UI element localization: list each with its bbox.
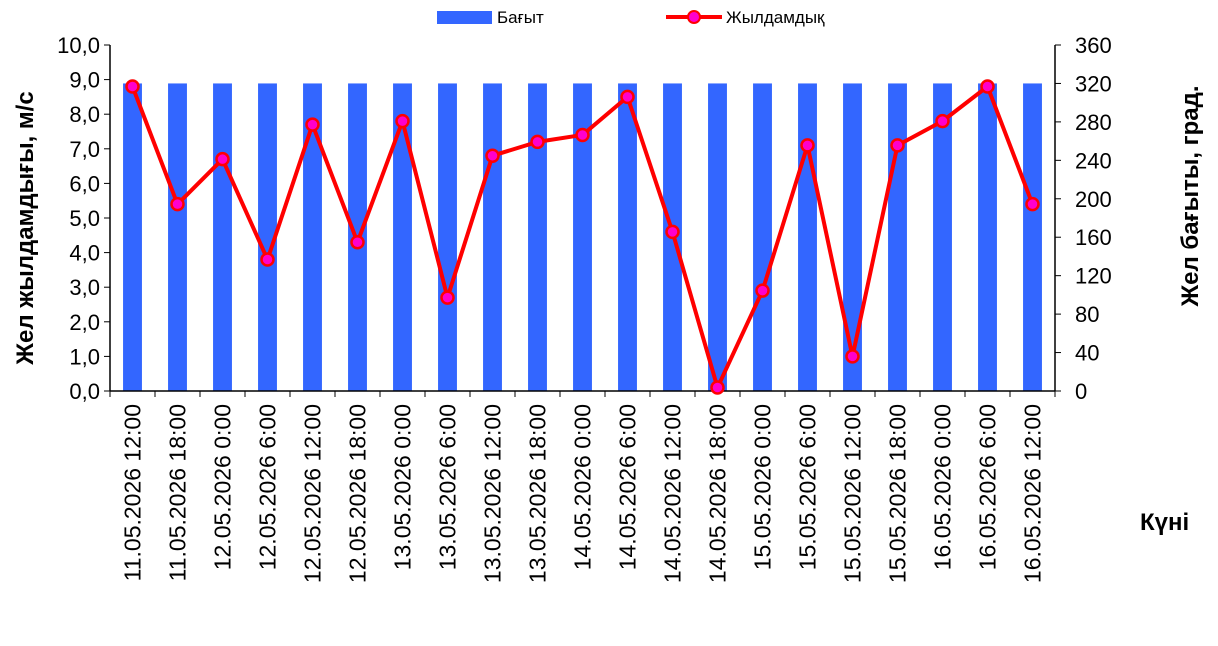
speed-point <box>305 117 320 132</box>
x-category-label: 14.05.2026 6:00 <box>615 404 641 570</box>
x-category-labels: 11.05.2026 12:00 11.05.2026 18:00 12.05.20… <box>120 404 1046 583</box>
legend-label-direction: Бағыт <box>497 8 544 27</box>
left-y-tick-label: 9,0 <box>69 68 100 93</box>
speed-point <box>395 113 410 129</box>
left-y-tick-label: 8,0 <box>69 102 100 127</box>
right-y-tick-label: 120 <box>1075 264 1112 289</box>
bar-direction <box>753 83 772 391</box>
x-category-label: 13.05.2026 12:00 <box>480 404 506 583</box>
legend-label-speed: Жылдамдық <box>726 8 825 27</box>
bar-direction <box>933 83 952 391</box>
left-y-tick-label: 6,0 <box>69 171 100 196</box>
line-series-speed <box>125 79 1040 395</box>
left-y-tick-labels: 0,0 1,0 2,0 3,0 4,0 5,0 6,0 7,0 8,0 9,0 10,0 <box>57 33 100 404</box>
left-y-tick-label: 4,0 <box>69 241 100 266</box>
right-y-tick-label: 80 <box>1075 302 1099 327</box>
speed-point <box>620 89 635 105</box>
speed-point <box>1025 196 1040 212</box>
bar-direction <box>123 83 142 391</box>
x-category-label: 14.05.2026 0:00 <box>570 404 596 570</box>
speed-point <box>350 234 365 250</box>
bar-direction <box>168 83 187 391</box>
bar-direction <box>798 83 817 391</box>
x-category-label: 16.05.2026 12:00 <box>1020 404 1046 583</box>
x-category-label: 13.05.2026 0:00 <box>390 404 416 570</box>
x-category-label: 12.05.2026 12:00 <box>300 404 326 583</box>
bar-direction <box>1023 83 1042 391</box>
x-category-label: 15.05.2026 12:00 <box>840 404 866 583</box>
right-y-tick-label: 200 <box>1075 187 1112 212</box>
speed-point <box>980 79 995 94</box>
left-y-tick-label: 5,0 <box>69 206 100 231</box>
right-axis-title: Жел бағыты, град. <box>1177 85 1204 307</box>
speed-point <box>125 79 140 94</box>
axes <box>104 44 1061 397</box>
x-category-label: 15.05.2026 0:00 <box>750 404 776 570</box>
bar-direction <box>573 83 592 391</box>
bar-direction <box>303 83 322 391</box>
right-y-tick-label: 0 <box>1075 379 1087 404</box>
left-y-tick-label: 2,0 <box>69 310 100 335</box>
speed-point <box>575 127 590 143</box>
right-y-tick-label: 160 <box>1075 225 1112 250</box>
speed-point <box>170 196 185 212</box>
x-category-label: 12.05.2026 0:00 <box>210 404 236 570</box>
right-y-tick-label: 360 <box>1075 33 1112 58</box>
bar-direction <box>888 83 907 391</box>
x-axis-title: Күні <box>1140 509 1189 536</box>
speed-point <box>260 252 275 267</box>
speed-point <box>665 224 680 240</box>
speed-point <box>710 380 725 395</box>
x-category-label: 14.05.2026 18:00 <box>705 404 731 583</box>
legend-swatch-direction <box>437 11 492 24</box>
right-y-tick-label: 40 <box>1075 341 1099 366</box>
speed-point <box>215 151 230 167</box>
speed-point <box>440 290 455 305</box>
speed-point <box>935 113 950 129</box>
x-category-label: 15.05.2026 18:00 <box>885 404 911 583</box>
left-y-tick-label: 7,0 <box>69 137 100 162</box>
speed-point <box>890 138 905 153</box>
x-category-label: 16.05.2026 6:00 <box>975 404 1001 570</box>
speed-point <box>755 283 770 298</box>
x-category-label: 13.05.2026 18:00 <box>525 404 551 583</box>
left-y-tick-label: 10,0 <box>57 33 100 58</box>
x-category-label: 12.05.2026 18:00 <box>345 404 371 583</box>
legend: Бағыт Жылдамдық <box>437 8 825 27</box>
bar-direction <box>843 83 862 391</box>
speed-point <box>485 148 500 163</box>
bar-direction <box>213 83 232 391</box>
bar-direction <box>618 83 637 391</box>
left-axis-title: Жел жылдамдығы, м/с <box>12 91 39 365</box>
x-category-label: 13.05.2026 6:00 <box>435 404 461 570</box>
bar-direction <box>393 83 412 391</box>
x-category-label: 16.05.2026 0:00 <box>930 404 956 570</box>
right-y-tick-labels: 0 40 80 120 160 200 240 280 320 360 <box>1075 33 1112 404</box>
bar-direction <box>258 83 277 391</box>
legend-marker-speed <box>687 10 701 24</box>
bar-direction <box>978 83 997 391</box>
right-y-tick-label: 280 <box>1075 110 1112 135</box>
x-category-label: 11.05.2026 18:00 <box>165 404 191 581</box>
left-y-tick-label: 1,0 <box>69 344 100 369</box>
x-category-label: 14.05.2026 12:00 <box>660 404 686 583</box>
speed-point <box>845 349 860 364</box>
speed-point <box>800 138 815 153</box>
x-category-label: 12.05.2026 6:00 <box>255 404 281 570</box>
bar-direction <box>483 83 502 391</box>
left-y-tick-label: 3,0 <box>69 275 100 300</box>
x-category-label: 15.05.2026 6:00 <box>795 404 821 570</box>
speed-point <box>530 134 545 150</box>
bar-direction <box>708 83 727 391</box>
x-category-label: 11.05.2026 12:00 <box>120 404 146 581</box>
right-y-tick-label: 240 <box>1075 148 1112 173</box>
bar-direction <box>528 83 547 391</box>
bar-direction <box>438 83 457 391</box>
left-y-tick-label: 0,0 <box>69 379 100 404</box>
right-y-tick-label: 320 <box>1075 71 1112 96</box>
